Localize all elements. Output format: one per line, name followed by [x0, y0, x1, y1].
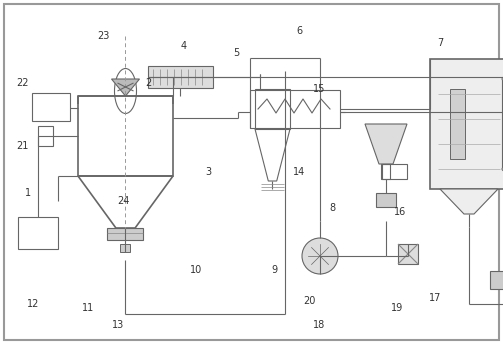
Text: 10: 10: [190, 265, 202, 275]
Text: 18: 18: [313, 320, 325, 330]
Text: 5: 5: [233, 48, 239, 58]
Bar: [121, 244, 130, 252]
Bar: [430, 59, 503, 189]
Text: 9: 9: [271, 265, 277, 275]
Polygon shape: [112, 79, 139, 96]
Bar: [32, 93, 70, 121]
Ellipse shape: [502, 75, 503, 83]
Text: 17: 17: [429, 292, 441, 303]
Text: 2: 2: [145, 77, 151, 88]
Bar: [502, 79, 503, 169]
Bar: [108, 228, 143, 240]
Polygon shape: [440, 189, 498, 214]
Text: 15: 15: [313, 84, 325, 95]
Bar: [398, 244, 418, 264]
Bar: [382, 164, 390, 179]
Text: 21: 21: [17, 141, 29, 151]
Text: 3: 3: [206, 167, 212, 177]
Text: 11: 11: [82, 303, 94, 313]
Text: 20: 20: [303, 296, 315, 306]
Text: 12: 12: [27, 299, 39, 310]
Bar: [490, 271, 503, 289]
Text: 14: 14: [293, 167, 305, 177]
Bar: [18, 217, 58, 249]
Bar: [148, 66, 213, 88]
Text: 19: 19: [391, 303, 403, 313]
Text: 8: 8: [329, 203, 335, 213]
Text: 16: 16: [394, 206, 406, 217]
Bar: [376, 193, 396, 207]
Polygon shape: [365, 124, 407, 164]
Text: 13: 13: [112, 320, 124, 330]
Bar: [250, 90, 340, 128]
Text: 4: 4: [181, 41, 187, 52]
Bar: [381, 164, 407, 179]
Bar: [450, 89, 465, 159]
Text: 22: 22: [17, 77, 29, 88]
Text: 1: 1: [25, 187, 31, 198]
Text: 6: 6: [296, 26, 302, 36]
Bar: [255, 89, 290, 129]
Circle shape: [302, 238, 338, 274]
Text: 24: 24: [117, 196, 129, 206]
Bar: [38, 126, 53, 146]
Text: 23: 23: [97, 31, 109, 41]
Text: 7: 7: [437, 38, 443, 48]
Ellipse shape: [502, 165, 503, 173]
Bar: [78, 96, 173, 176]
